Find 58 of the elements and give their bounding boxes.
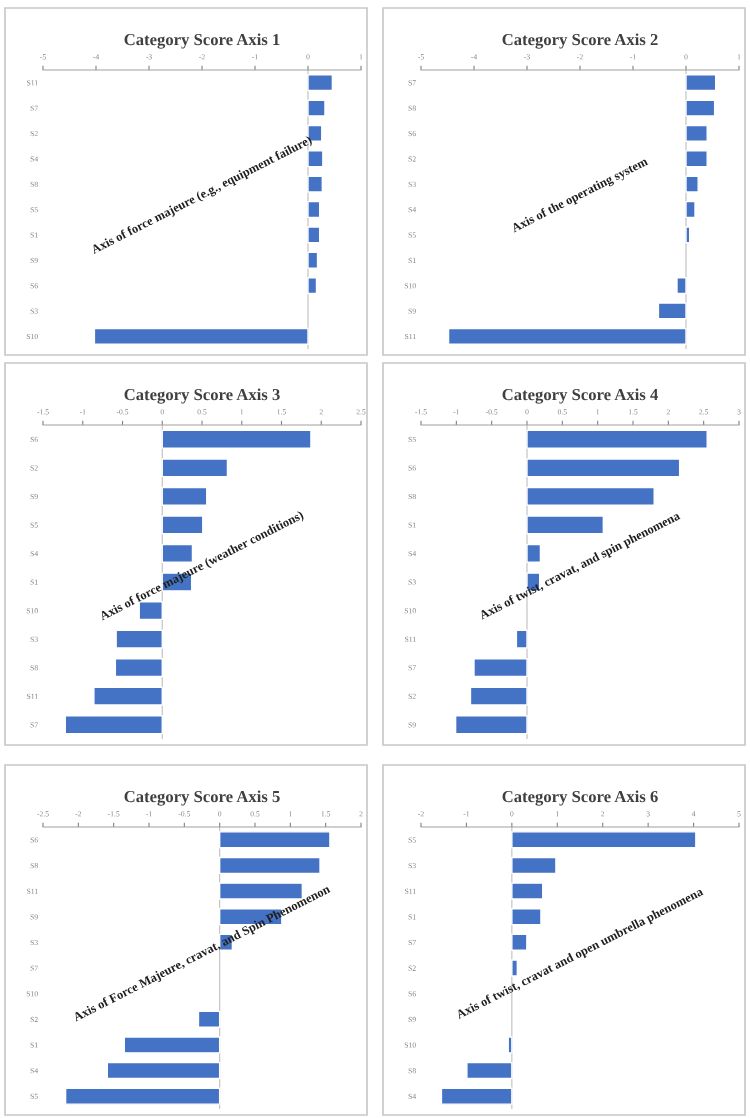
bar — [123, 1036, 221, 1054]
bar — [161, 515, 204, 535]
bar — [93, 327, 309, 345]
bar — [161, 429, 312, 449]
bar — [526, 458, 681, 478]
bar — [526, 515, 605, 535]
bar — [515, 629, 528, 649]
bar — [161, 458, 229, 478]
bar — [218, 856, 321, 875]
bar — [685, 99, 716, 117]
bar — [64, 715, 163, 735]
bar — [676, 277, 687, 295]
chart-title: Category Score Axis 2 — [502, 33, 658, 49]
bar — [454, 715, 528, 735]
bar — [115, 629, 163, 649]
bar — [507, 1036, 513, 1054]
bar — [93, 686, 163, 706]
bar — [307, 74, 334, 92]
bar — [218, 831, 331, 849]
bar — [197, 1010, 221, 1028]
bar — [511, 959, 519, 977]
bar — [161, 486, 208, 506]
chart-title: Category Score Axis 6 — [502, 790, 658, 806]
bar — [466, 1061, 513, 1080]
bar — [511, 933, 528, 952]
chart-title: Category Score Axis 3 — [124, 388, 280, 404]
bar — [685, 200, 696, 219]
bar — [511, 856, 557, 875]
bar — [685, 226, 691, 244]
bar — [161, 543, 194, 563]
bar — [473, 658, 528, 678]
bar — [307, 200, 321, 219]
bar — [307, 175, 324, 193]
bar — [685, 150, 708, 168]
bar — [526, 429, 708, 449]
bar — [307, 226, 321, 244]
bar — [511, 908, 542, 926]
bar — [526, 486, 655, 506]
bar — [307, 99, 326, 117]
chart-title: Category Score Axis 4 — [502, 388, 658, 404]
chart-title: Category Score Axis 5 — [124, 790, 280, 806]
bar — [685, 124, 708, 142]
bar — [685, 74, 717, 92]
bar — [307, 251, 319, 269]
bar — [64, 1087, 221, 1105]
bar — [469, 686, 528, 706]
bar — [114, 658, 163, 678]
bar — [657, 302, 687, 320]
chart-title: Category Score Axis 1 — [124, 33, 280, 49]
bar — [511, 882, 544, 900]
bar — [138, 601, 163, 621]
bar — [685, 175, 699, 193]
bar — [307, 277, 318, 295]
bar — [440, 1087, 513, 1105]
bar — [526, 543, 542, 563]
bar — [447, 327, 687, 345]
bar — [511, 831, 697, 849]
bar — [106, 1061, 221, 1080]
